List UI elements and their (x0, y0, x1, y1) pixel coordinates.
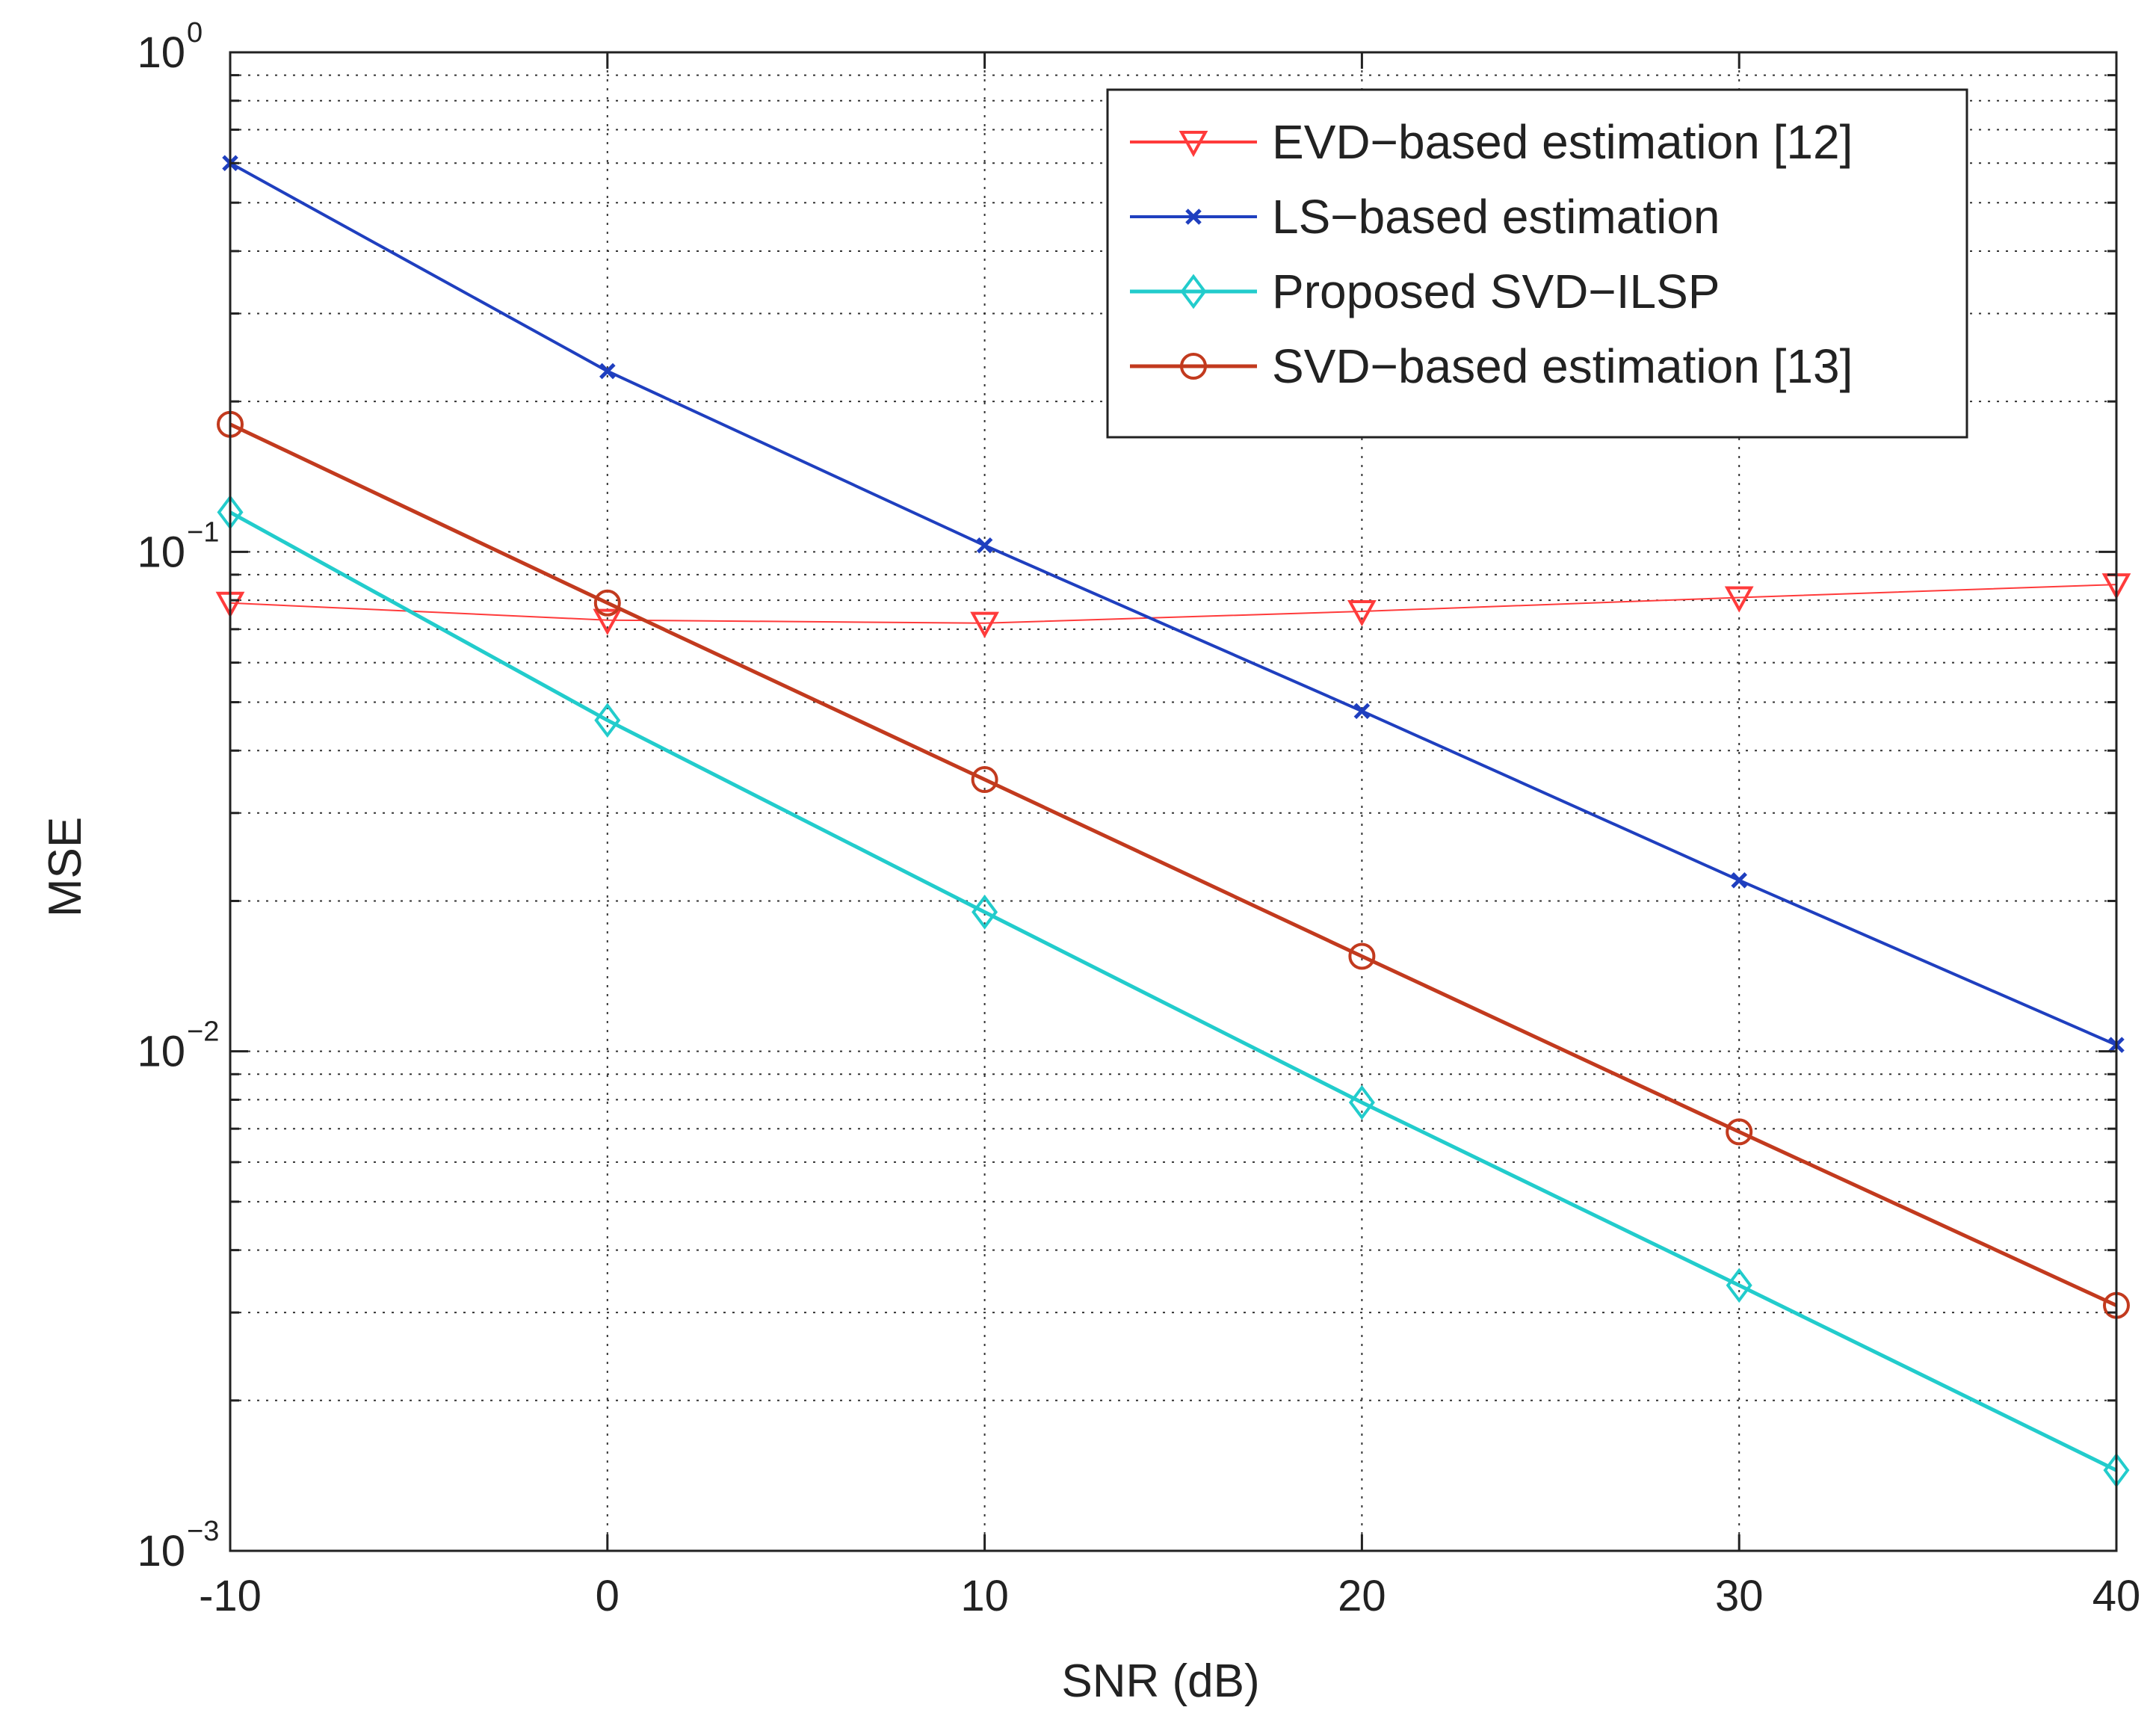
legend-marker-stroke (1185, 209, 1202, 225)
data-point (1726, 1268, 1752, 1303)
data-point (1724, 586, 1754, 613)
series-line (229, 422, 2118, 1307)
x-tick-label: 10 (960, 1572, 1009, 1620)
data-point-stroke (1731, 872, 1747, 889)
data-point (594, 703, 621, 738)
y-tick-label: 10 (137, 1028, 185, 1076)
data-point (1348, 942, 1376, 970)
legend-marker (1180, 353, 1207, 380)
data-point (1348, 1084, 1375, 1120)
y-tick-exponent: −1 (187, 516, 219, 548)
series-ls-based-estimation (222, 155, 2125, 1053)
data-point (971, 766, 998, 794)
series-line (229, 161, 2117, 1046)
data-point (972, 895, 998, 930)
legend-marker (1185, 209, 1202, 225)
series-line (229, 510, 2118, 1472)
x-tick-label: 0 (596, 1572, 620, 1620)
data-point (593, 589, 621, 617)
data-point (976, 537, 993, 554)
series-layer (215, 155, 2131, 1488)
y-tick-label: 10 (137, 28, 185, 77)
legend-item: LS−based estimation (1130, 190, 1720, 244)
y-tick-label: 10 (137, 528, 185, 576)
legend-item: Proposed SVD−ILSP (1130, 265, 1720, 318)
x-tick-label: 40 (2092, 1572, 2141, 1620)
plot-frame (229, 51, 2118, 1552)
y-tick-exponent: 0 (187, 17, 203, 49)
data-point (1726, 1118, 1753, 1146)
data-point (1731, 872, 1747, 889)
x-axis-label: SNR (dB) (1061, 1655, 1259, 1707)
legend-label: SVD−based estimation [13] (1272, 339, 1853, 393)
data-point-stroke (599, 362, 616, 380)
legend-box (1106, 88, 1968, 439)
data-point-stroke (1353, 703, 1371, 720)
y-axis-label: MSE (40, 817, 91, 917)
y-tick-exponent: −2 (187, 1016, 219, 1048)
data-point (593, 608, 623, 635)
y-tick-label: 10 (137, 1527, 185, 1576)
legend-marker (1180, 274, 1207, 309)
data-point (1353, 703, 1371, 720)
data-point (1347, 599, 1377, 627)
legend: EVD−based estimation [12] LS−based estima… (1106, 88, 1968, 439)
y-tick-exponent: −3 (187, 1516, 219, 1547)
series-line (229, 584, 2117, 624)
data-point (970, 611, 999, 638)
series-proposed-svd-ilsp (217, 495, 2130, 1488)
x-tick-label: 30 (1715, 1572, 1764, 1620)
legend-marker (1179, 131, 1208, 158)
x-tick-label: 20 (1338, 1572, 1386, 1620)
legend-item: EVD−based estimation [12] (1130, 115, 1853, 169)
legend-label: LS−based estimation (1272, 190, 1720, 244)
legend-label: EVD−based estimation [12] (1272, 115, 1853, 169)
series-evd-based-estimation-12 (215, 573, 2131, 638)
x-tick-label: -10 (199, 1572, 262, 1620)
data-point-stroke (976, 537, 993, 554)
legend-item: SVD−based estimation [13] (1130, 339, 1853, 393)
data-point (599, 362, 616, 380)
legend-label: Proposed SVD−ILSP (1272, 265, 1720, 318)
